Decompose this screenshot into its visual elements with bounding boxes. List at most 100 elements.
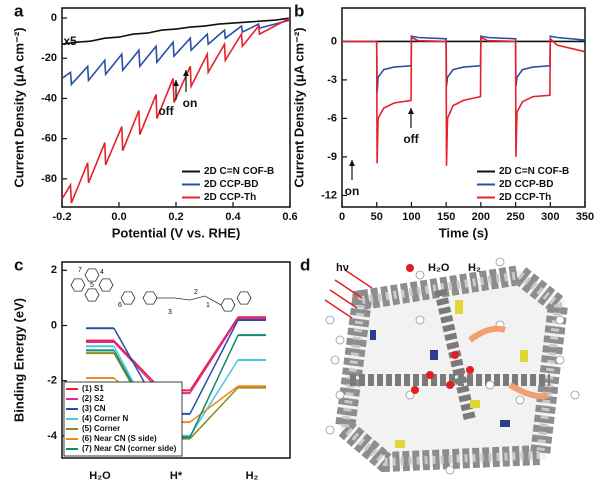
x-tick-label: H₂O <box>89 470 111 482</box>
y-tick-label: -60 <box>41 133 57 145</box>
legend-box <box>63 381 183 457</box>
legend-label: 2D C=N COF-B <box>499 166 569 177</box>
energy-connector <box>189 318 239 394</box>
legend-label: 2D CCP-BD <box>499 179 553 190</box>
inset-ring <box>236 291 252 305</box>
energy-connector <box>189 334 239 438</box>
annotation: x5 <box>63 34 77 48</box>
annotation-arrowhead <box>408 108 414 114</box>
annotation-arrowhead <box>349 160 355 166</box>
x-axis-label: Potential (V vs. RHE) <box>112 225 241 240</box>
x-tick-label: 0.4 <box>225 211 241 223</box>
annotation: on <box>345 184 360 198</box>
x-tick-label: 0.2 <box>168 211 183 223</box>
inset-ring <box>84 268 100 282</box>
series-line <box>342 36 586 166</box>
inset-label: 1 <box>206 302 210 309</box>
energy-connector <box>189 359 239 437</box>
energy-connector <box>189 387 239 440</box>
y-tick-label: -20 <box>41 52 57 64</box>
x-tick-label: 0 <box>339 211 345 223</box>
y-axis-label: Current Density (μA cm⁻²) <box>11 27 26 187</box>
plot-frame <box>61 261 291 459</box>
energy-connector <box>189 385 239 423</box>
x-tick-label: H₂ <box>246 470 259 482</box>
framework-illustration <box>324 257 580 475</box>
x-axis-label: Time (s) <box>439 225 489 240</box>
plot-frame <box>341 7 586 208</box>
inset-ring <box>70 278 86 292</box>
legend-label: 2D CCP-Th <box>499 192 551 203</box>
legend-label: (4) Corner N <box>82 414 128 423</box>
inset-label: 4 <box>100 269 104 276</box>
legend-label: 2D C=N COF-B <box>204 166 274 177</box>
inset-ring <box>84 288 100 302</box>
legend-label: (6) Near CN (S side) <box>82 434 157 443</box>
inset-label: 3 <box>168 309 172 316</box>
series-line <box>61 17 291 204</box>
inset-chain <box>157 295 222 306</box>
y-tick-label: 0 <box>51 12 57 24</box>
y-tick-label: -9 <box>327 151 337 163</box>
annotation: on <box>183 96 198 110</box>
inset-label: 7 <box>78 267 82 274</box>
y-tick-label: 0 <box>331 35 337 47</box>
legend-label: (3) CN <box>82 404 106 413</box>
y-tick-label: -3 <box>327 74 337 86</box>
y-tick-label: -40 <box>41 92 57 104</box>
hydrogen-label: H₂ <box>468 262 481 274</box>
series-line <box>61 19 291 87</box>
x-tick-label: 200 <box>472 211 490 223</box>
x-tick-label: 100 <box>402 211 420 223</box>
y-axis-label: Current Density (μA cm⁻²) <box>291 27 306 187</box>
inset-ring <box>120 291 136 305</box>
x-tick-label: -0.2 <box>53 211 72 223</box>
inset-label: 6 <box>118 302 122 309</box>
inset-label: 2 <box>194 289 198 296</box>
panel-label: a <box>14 1 24 20</box>
panel-label: b <box>294 1 304 20</box>
energy-connector <box>189 319 239 415</box>
y-tick-label: -80 <box>41 173 57 185</box>
y-tick-label: 0 <box>51 319 57 331</box>
y-axis-label: Binding Energy (eV) <box>11 298 26 422</box>
inset-ring <box>98 278 114 292</box>
y-tick-label: -4 <box>47 430 58 442</box>
x-tick-label: 50 <box>371 211 383 223</box>
legend-label: (5) Corner <box>82 424 120 433</box>
panel-label: d <box>300 255 310 274</box>
y-tick-label: -6 <box>327 112 337 124</box>
y-tick-label: -12 <box>321 189 337 201</box>
x-tick-label: 350 <box>576 211 594 223</box>
legend-label: (1) S1 <box>82 384 104 393</box>
annotation-arrowhead <box>173 80 179 86</box>
x-tick-label: H* <box>170 470 183 482</box>
legend-label: 2D CCP-Th <box>204 192 256 203</box>
x-tick-label: 0.6 <box>282 211 297 223</box>
panel-label: c <box>14 255 23 274</box>
legend-label: 2D CCP-BD <box>204 179 258 190</box>
x-tick-label: 250 <box>506 211 524 223</box>
energy-connector <box>189 316 239 391</box>
annotation: off <box>158 104 174 118</box>
legend-label: (2) S2 <box>82 394 104 403</box>
annotation: off <box>403 132 419 146</box>
annotation-arrowhead <box>183 70 189 76</box>
x-tick-label: 0.0 <box>111 211 126 223</box>
plot-frame <box>61 7 291 208</box>
x-tick-label: 150 <box>437 211 455 223</box>
light-label: hν <box>336 262 349 274</box>
series-line <box>61 17 291 45</box>
y-tick-label: 2 <box>51 264 57 276</box>
inset-label: 5 <box>90 282 94 289</box>
water-label: H₂O <box>428 262 450 274</box>
series-line <box>342 35 586 93</box>
inset-ring <box>220 298 236 312</box>
y-tick-label: -2 <box>47 375 57 387</box>
inset-structure: 54 7 6 3 2 1 <box>70 267 252 316</box>
legend-label: (7) Near CN (corner side) <box>82 444 177 453</box>
inset-ring <box>142 291 158 305</box>
x-tick-label: 300 <box>541 211 559 223</box>
